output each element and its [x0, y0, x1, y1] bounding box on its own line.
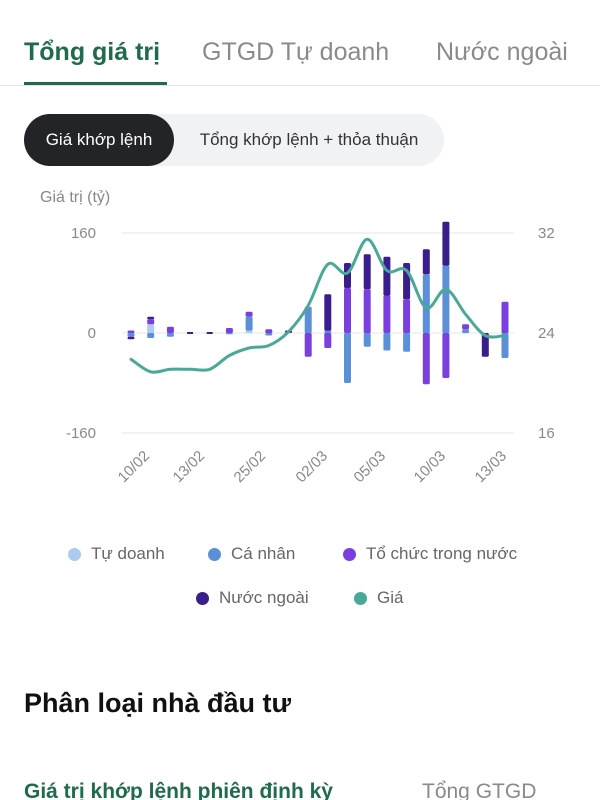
price-line — [129, 237, 507, 374]
x-tick-label: 13/03 — [472, 448, 511, 487]
y-tick-label: 0 — [88, 325, 96, 342]
bar-tổ-chức-trong-nước — [442, 333, 450, 378]
chart-x-tick-labels: 10/02 13/02 25/02 02/03 05/03 10/03 13/03 — [115, 448, 511, 487]
subtab-gia-tri-khop-lenh[interactable]: Giá trị khớp lệnh phiên định kỳ — [24, 780, 333, 800]
chart-bars — [127, 221, 509, 385]
bar-tổ-chức-trong-nước — [265, 329, 273, 334]
bar-cá-nhân — [383, 333, 391, 351]
bar-nước-ngoài — [127, 336, 135, 340]
x-tick-label: 10/02 — [115, 448, 154, 487]
y-tick-label: 160 — [71, 225, 96, 242]
x-tick-label: 13/02 — [170, 448, 209, 487]
bar-cá-nhân — [265, 333, 273, 336]
legend-nuoc-ngoai[interactable]: Nước ngoài — [196, 588, 309, 608]
bar-nước-ngoài — [383, 256, 391, 296]
y2-tick-label: 24 — [538, 325, 555, 342]
chart-gridlines — [122, 232, 514, 434]
bar-tổ-chức-trong-nước — [363, 289, 371, 334]
legend-label: Giá — [377, 588, 404, 607]
bar-nước-ngoài — [422, 249, 430, 275]
bar-nước-ngoài — [344, 263, 351, 288]
x-tick-label: 10/03 — [411, 448, 450, 487]
bar-cá-nhân — [501, 333, 509, 358]
bar-tổ-chức-trong-nước — [166, 326, 174, 334]
bar-tổ-chức-trong-nước — [225, 328, 233, 333]
active-tab-indicator — [24, 82, 167, 85]
chart-y-tick-labels: 160 32 0 24 -160 16 — [66, 225, 555, 442]
y2-tick-label: 16 — [538, 425, 555, 442]
bar-tổ-chức-trong-nước — [127, 330, 135, 333]
y2-tick-label: 32 — [538, 225, 555, 242]
bar-zero-marker — [187, 332, 194, 334]
bar-tự-doanh — [245, 330, 253, 333]
bar-tự-doanh — [147, 324, 155, 334]
bar-cá-nhân — [147, 333, 155, 338]
bar-tổ-chức-trong-nước — [324, 333, 332, 348]
bar-nước-ngoài — [324, 294, 332, 331]
legend-label: Tự doanh — [91, 544, 165, 563]
bar-cá-nhân — [403, 333, 411, 352]
section-title: Phân loại nhà đầu tư — [24, 688, 292, 718]
bar-cá-nhân — [462, 329, 470, 334]
bar-tổ-chức-trong-nước — [422, 333, 430, 385]
subtab-tong-gtgd[interactable]: Tổng GTGD — [422, 780, 537, 800]
bar-tổ-chức-trong-nước — [383, 295, 391, 333]
bar-cá-nhân — [225, 333, 233, 335]
legend-label: Tổ chức trong nước — [366, 544, 518, 563]
legend-gia[interactable]: Giá — [354, 588, 403, 608]
y-axis-label: Giá trị (tỷ) — [40, 189, 111, 206]
bar-cá-nhân — [442, 265, 450, 333]
legend-to-chuc-trong-nuoc[interactable]: Tổ chức trong nước — [343, 544, 517, 564]
bar-tổ-chức-trong-nước — [147, 319, 155, 325]
bar-cá-nhân — [422, 274, 430, 334]
segmented-control: Giá khớp lệnh Tổng khớp lệnh + thỏa thuậ… — [24, 114, 444, 166]
bar-nước-ngoài — [363, 254, 371, 290]
bar-tổ-chức-trong-nước — [501, 301, 509, 334]
segment-gia-khop-lenh[interactable]: Giá khớp lệnh — [24, 114, 174, 166]
bar-cá-nhân — [363, 333, 371, 347]
chart-price-line — [129, 237, 507, 374]
x-tick-label: 05/03 — [351, 448, 390, 487]
legend-dot-icon — [343, 547, 356, 561]
legend-tu-doanh[interactable]: Tự doanh — [68, 544, 165, 564]
legend-label: Cá nhân — [231, 544, 296, 563]
x-tick-label: 02/03 — [293, 448, 332, 487]
legend-dot-icon — [354, 591, 367, 605]
bar-tổ-chức-trong-nước — [462, 324, 470, 330]
tab-tong-gia-tri[interactable]: Tổng giá trị — [24, 38, 161, 66]
bar-cá-nhân — [324, 330, 332, 333]
bar-tổ-chức-trong-nước — [344, 288, 351, 333]
bar-cá-nhân — [127, 333, 135, 337]
legend-dot-icon — [196, 591, 209, 605]
bar-tổ-chức-trong-nước — [403, 299, 411, 334]
legend-dot-icon — [68, 547, 81, 561]
legend-ca-nhan[interactable]: Cá nhân — [208, 544, 295, 564]
tab-nuoc-ngoai[interactable]: Nước ngoài — [436, 38, 568, 66]
bar-nước-ngoài — [481, 333, 489, 357]
tab-gtgd-tu-doanh[interactable]: GTGD Tự doanh — [202, 38, 390, 66]
legend-label: Nước ngoài — [219, 588, 309, 607]
bar-nước-ngoài — [147, 316, 155, 320]
bar-tổ-chức-trong-nước — [245, 311, 253, 317]
bar-zero-marker — [206, 332, 213, 334]
bar-cá-nhân — [344, 333, 351, 383]
bar-cá-nhân — [245, 316, 253, 331]
y-tick-label: -160 — [66, 425, 96, 442]
bar-cá-nhân — [166, 333, 174, 337]
x-tick-label: 25/02 — [231, 448, 270, 487]
segment-tong-khop-lenh-thoa-thuan[interactable]: Tổng khớp lệnh + thỏa thuận — [199, 130, 419, 149]
legend-dot-icon — [208, 547, 221, 561]
bar-nước-ngoài — [442, 221, 450, 266]
bar-cá-nhân — [304, 306, 312, 334]
tab-bar: Tổng giá trị GTGD Tự doanh Nước ngoài — [0, 0, 600, 86]
bar-tổ-chức-trong-nước — [304, 333, 312, 357]
investor-value-chart: 160 32 0 24 -160 16 10/02 13/02 25/02 02/03 05/03… — [66, 221, 555, 487]
